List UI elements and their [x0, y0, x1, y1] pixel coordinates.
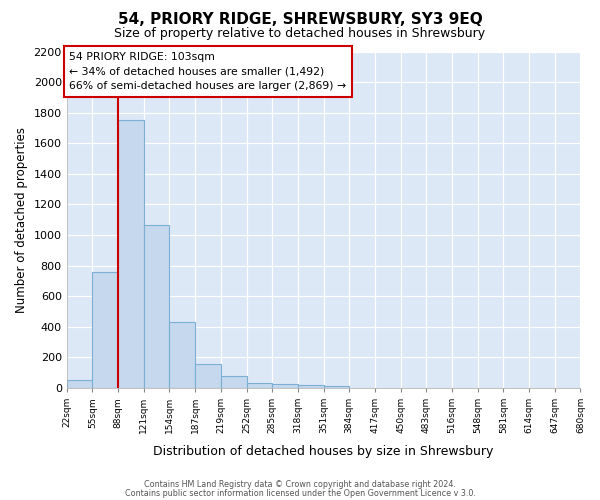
X-axis label: Distribution of detached houses by size in Shrewsbury: Distribution of detached houses by size … — [154, 444, 494, 458]
Bar — [67, 380, 92, 388]
Bar — [195, 364, 221, 388]
Bar — [221, 376, 247, 388]
Text: 54 PRIORY RIDGE: 103sqm
← 34% of detached houses are smaller (1,492)
66% of semi: 54 PRIORY RIDGE: 103sqm ← 34% of detache… — [69, 52, 346, 91]
Bar — [118, 120, 144, 388]
Bar — [272, 384, 298, 388]
Y-axis label: Number of detached properties: Number of detached properties — [15, 126, 28, 312]
Bar — [169, 322, 195, 388]
Bar — [144, 225, 169, 388]
Text: 54, PRIORY RIDGE, SHREWSBURY, SY3 9EQ: 54, PRIORY RIDGE, SHREWSBURY, SY3 9EQ — [118, 12, 482, 28]
Bar — [92, 272, 118, 388]
Bar — [298, 385, 323, 388]
Text: Size of property relative to detached houses in Shrewsbury: Size of property relative to detached ho… — [115, 28, 485, 40]
Text: Contains HM Land Registry data © Crown copyright and database right 2024.: Contains HM Land Registry data © Crown c… — [144, 480, 456, 489]
Text: Contains public sector information licensed under the Open Government Licence v : Contains public sector information licen… — [125, 488, 475, 498]
Bar — [323, 386, 349, 388]
Bar — [247, 382, 272, 388]
